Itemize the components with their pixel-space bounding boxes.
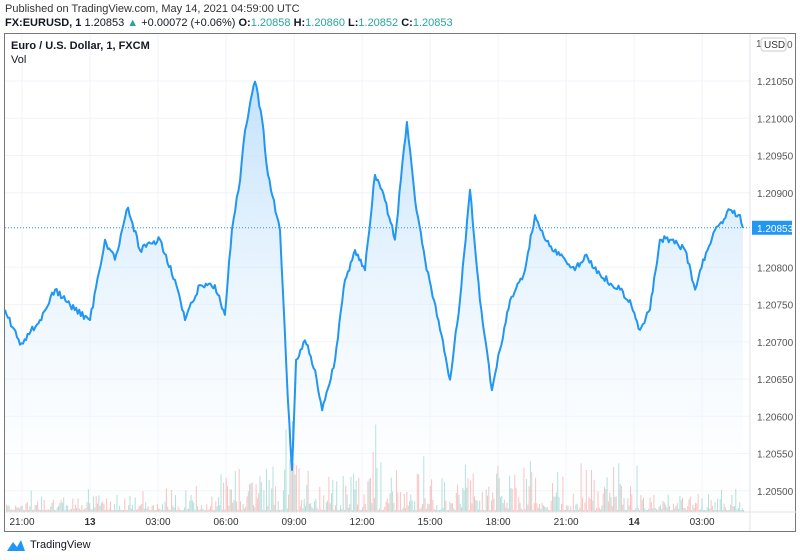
chart-frame[interactable] [4, 33, 796, 532]
volume-legend: Vol [11, 54, 27, 66]
price-tick-label: 1.21050 [757, 77, 794, 88]
price-area [4, 81, 743, 512]
time-tick-label: 12:00 [350, 517, 375, 528]
brand-name: TradingView [30, 539, 91, 551]
published-caption: Published on TradingView.com, May 14, 20… [5, 3, 300, 15]
scale-post-label: 0 [787, 40, 793, 51]
price-tick-label: 1.20900 [757, 189, 794, 200]
up-triangle-icon: ▲ [127, 17, 139, 29]
chart-legend-title: Euro / U.S. Dollar, 1, FXCM [11, 40, 150, 52]
price-change: +0.00072 (+0.06%) [141, 17, 236, 29]
high-value: 1.20860 [305, 17, 345, 29]
close-value: 1.20853 [412, 17, 453, 29]
price-tick-label: 1.20600 [757, 412, 794, 423]
close-label: C: [401, 17, 413, 29]
tradingview-logo-icon [7, 540, 25, 551]
currency-button[interactable] [760, 37, 787, 52]
price-tick-label: 1.21000 [757, 114, 794, 125]
time-tick-label: 15:00 [418, 517, 443, 528]
time-tick-label: 13 [84, 517, 96, 528]
low-label: L: [348, 17, 359, 29]
time-tick-label: 18:00 [486, 517, 511, 528]
price-tick-label: 1.20550 [757, 450, 794, 461]
time-tick-label: 14 [629, 517, 641, 528]
time-tick-label: 03:00 [690, 517, 715, 528]
symbol-name: FX:EURUSD, 1 [5, 17, 82, 29]
price-tick-label: 1.20800 [757, 263, 794, 274]
price-tick-label: 1.20700 [757, 338, 794, 349]
high-label: H: [293, 17, 306, 29]
tradingview-logo[interactable]: TradingView [6, 538, 91, 552]
last-price-label: 1.20853 [757, 224, 794, 235]
time-tick-label: 21:00 [9, 517, 34, 528]
volume-bar [743, 510, 745, 512]
open-value: 1.20858 [250, 17, 291, 29]
price-tick-label: 1.20950 [757, 152, 794, 163]
price-tick-label: 1.20500 [757, 487, 794, 498]
low-value: 1.20852 [358, 17, 399, 29]
last-price: 1.20853 [84, 17, 125, 29]
open-label: O: [238, 17, 251, 29]
scale-pre-label: 1 [756, 39, 762, 50]
last-price-badge [752, 220, 792, 235]
time-tick-label: 21:00 [554, 517, 579, 528]
time-tick-label: 06:00 [214, 517, 239, 528]
time-tick-label: 03:00 [146, 517, 171, 528]
time-tick-label: 09:00 [282, 517, 307, 528]
price-tick-label: 1.20650 [757, 375, 794, 386]
symbol-info: FX:EURUSD, 1 1.20853 ▲ +0.00072 (+0.06%)… [5, 17, 453, 29]
price-tick-label: 1.20750 [757, 301, 794, 312]
currency-label: USD [764, 40, 785, 51]
price-line [4, 80, 744, 471]
